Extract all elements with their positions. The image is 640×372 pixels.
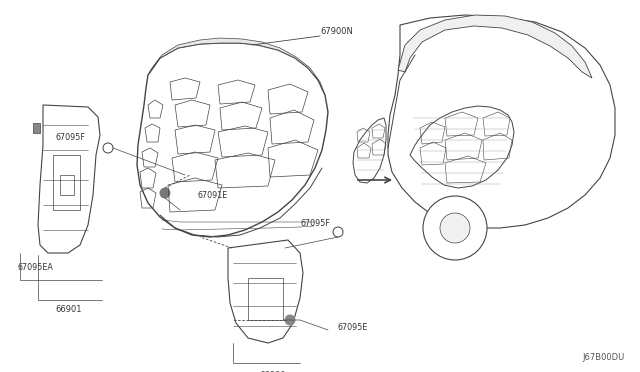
Circle shape bbox=[160, 188, 170, 198]
Text: J67B00DU: J67B00DU bbox=[583, 353, 625, 362]
Circle shape bbox=[440, 213, 470, 243]
Circle shape bbox=[333, 227, 343, 237]
Text: 66901: 66901 bbox=[55, 305, 81, 314]
Circle shape bbox=[423, 196, 487, 260]
Text: 67095F: 67095F bbox=[55, 132, 85, 141]
Text: 67095F: 67095F bbox=[300, 219, 330, 228]
Text: 67091E: 67091E bbox=[198, 192, 228, 201]
Circle shape bbox=[285, 315, 295, 325]
Polygon shape bbox=[33, 123, 40, 133]
Polygon shape bbox=[148, 38, 325, 95]
Circle shape bbox=[103, 143, 113, 153]
Polygon shape bbox=[398, 15, 592, 78]
Text: 67095E: 67095E bbox=[338, 324, 369, 333]
Text: 67095EA: 67095EA bbox=[18, 263, 54, 273]
Text: 67900N: 67900N bbox=[320, 28, 353, 36]
Text: 66900: 66900 bbox=[260, 371, 286, 372]
